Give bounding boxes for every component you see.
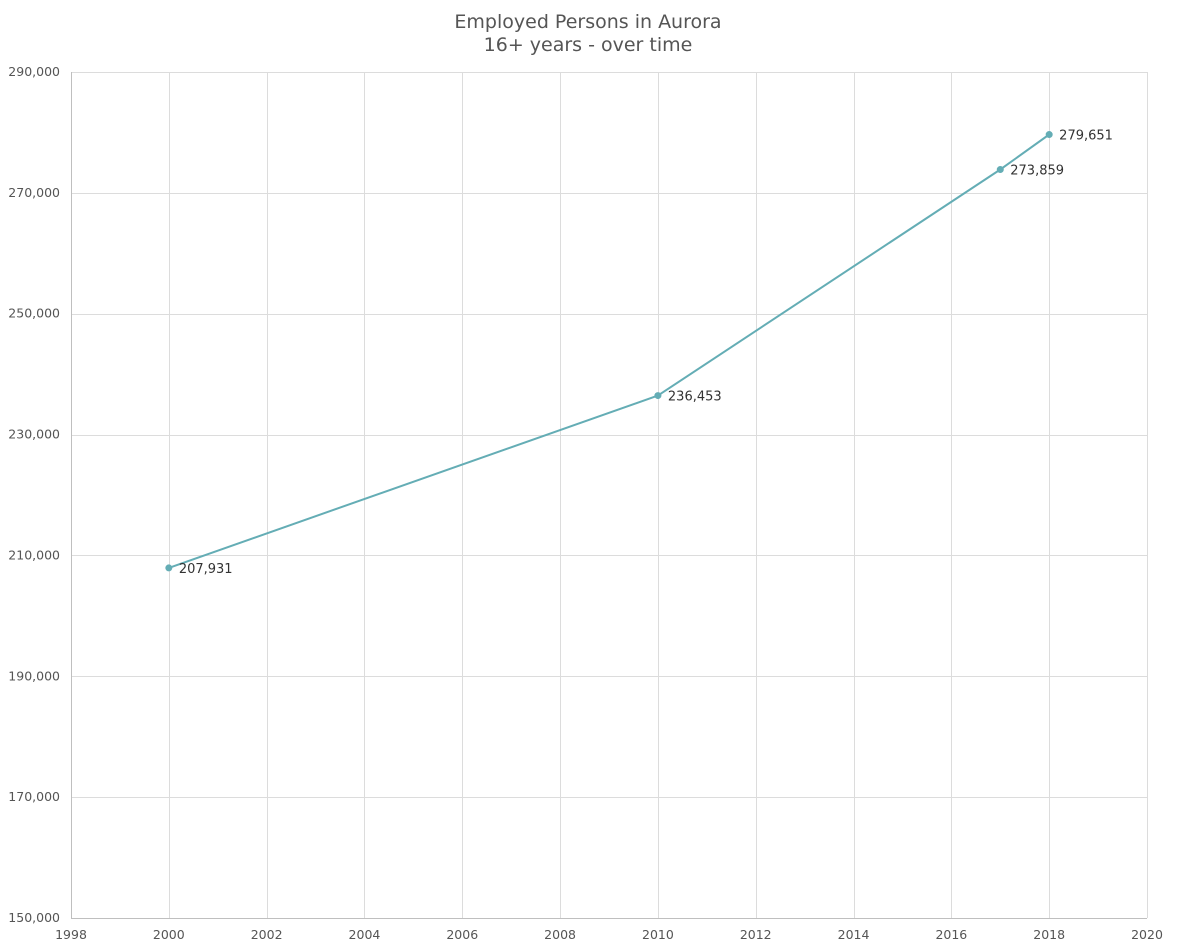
data-label-2018: 279,651 xyxy=(1059,129,1113,144)
series-layer xyxy=(165,131,1053,572)
data-point-2010[interactable] xyxy=(654,392,662,400)
x-tick-label-2000: 2000 xyxy=(153,927,185,942)
chart-subtitle: 16+ years - over time xyxy=(484,34,693,56)
x-tick-label-2002: 2002 xyxy=(251,927,283,942)
x-tick-label-2016: 2016 xyxy=(935,927,967,942)
axes xyxy=(71,72,1147,919)
y-tick-label-3: 210,000 xyxy=(8,547,60,562)
y-tick-label-0: 150,000 xyxy=(8,910,60,925)
x-tick-label-2006: 2006 xyxy=(446,927,478,942)
x-tick-label-2014: 2014 xyxy=(838,927,870,942)
tick-labels: 1998 2000 2002 2004 2006 2008 2010 2012 2014 2016… xyxy=(8,64,1163,942)
y-tick-label-6: 270,000 xyxy=(8,185,60,200)
data-label-2010: 236,453 xyxy=(668,390,722,405)
x-tick-label-1998: 1998 xyxy=(55,927,87,942)
chart-title: Employed Persons in Aurora xyxy=(454,11,721,33)
data-point-2017[interactable] xyxy=(996,166,1004,174)
data-point-2000[interactable] xyxy=(165,564,173,572)
data-labels: 207,931 236,453 273,859 279,651 xyxy=(179,129,1113,577)
series-line-0 xyxy=(168,133,1050,569)
data-point-2018[interactable] xyxy=(1045,131,1053,139)
grid-lines xyxy=(71,72,1148,919)
x-tick-label-2004: 2004 xyxy=(349,927,381,942)
y-tick-label-7: 290,000 xyxy=(8,64,60,79)
y-tick-label-2: 190,000 xyxy=(8,668,60,683)
y-tick-label-1: 170,000 xyxy=(8,789,60,804)
data-label-2017: 273,859 xyxy=(1010,164,1064,179)
y-tick-label-5: 250,000 xyxy=(8,306,60,321)
x-tick-label-2010: 2010 xyxy=(642,927,674,942)
x-tick-label-2012: 2012 xyxy=(740,927,772,942)
x-tick-label-2008: 2008 xyxy=(544,927,576,942)
data-label-2000: 207,931 xyxy=(179,562,233,577)
y-tick-label-4: 230,000 xyxy=(8,427,60,442)
x-tick-label-2020: 2020 xyxy=(1131,927,1163,942)
x-tick-label-2018: 2018 xyxy=(1033,927,1065,942)
